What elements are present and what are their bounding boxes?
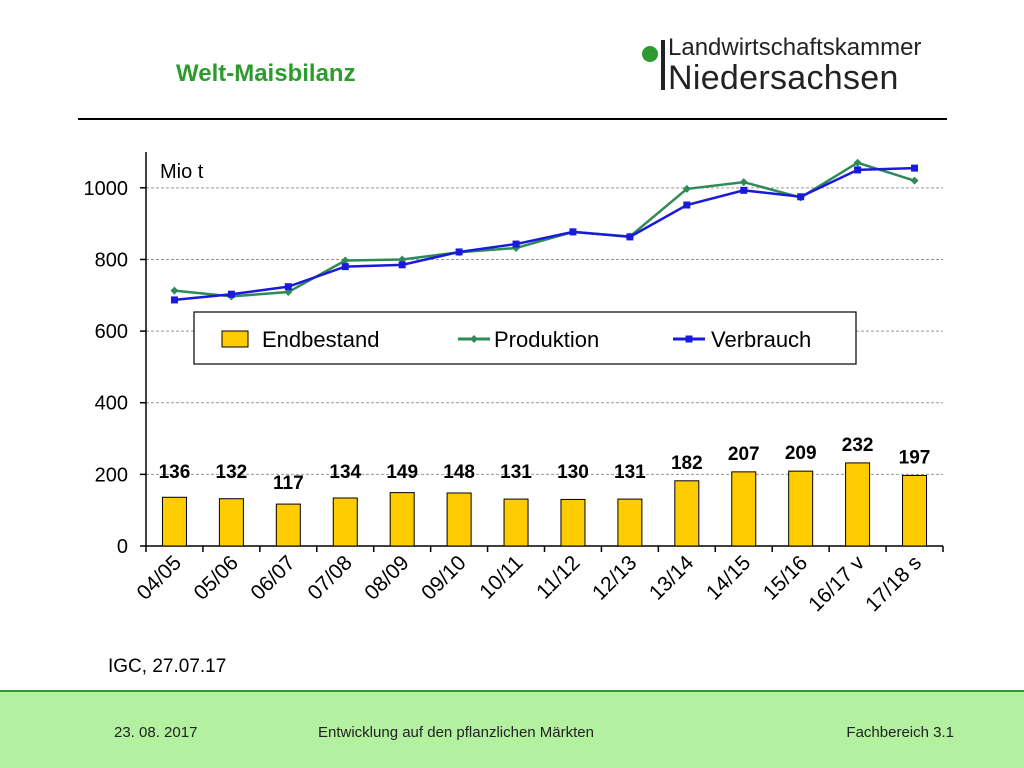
bar: [275, 503, 301, 547]
point-verbrauch: [683, 201, 691, 209]
y-tick-label: 1000: [84, 178, 129, 200]
point-verbrauch: [512, 240, 520, 248]
bar: [218, 498, 244, 547]
point-verbrauch: [626, 233, 634, 241]
legend-label: Verbrauch: [711, 327, 811, 352]
x-tick-label: 16/17 v: [804, 551, 869, 616]
footer-department: Fachbereich 3.1: [846, 724, 954, 741]
bar: [788, 470, 814, 547]
legend-label: Produktion: [494, 327, 599, 352]
legend-box: [193, 311, 857, 365]
footer-date: 23. 08. 2017: [114, 724, 198, 741]
bar-data-label: 136: [159, 462, 191, 483]
point-produktion: [341, 256, 350, 265]
x-tick-label: 13/14: [645, 551, 699, 605]
page-title: Welt-Maisbilanz: [176, 60, 356, 87]
point-verbrauch: [398, 261, 406, 269]
bar: [389, 492, 415, 547]
bar-data-label: 232: [842, 435, 874, 456]
x-tick-label: 04/05: [133, 551, 186, 604]
point-produktion: [170, 286, 179, 295]
x-tick-label: 15/16: [759, 551, 812, 604]
bar-data-label: 132: [216, 462, 248, 483]
x-tick-label: 10/11: [475, 551, 527, 603]
bar: [731, 471, 757, 547]
legend-swatch-endbestand: [221, 330, 249, 348]
x-tick-label: 17/18 s: [861, 551, 926, 616]
source-note: IGC, 27.07.17: [108, 656, 227, 677]
point-verbrauch: [227, 290, 235, 298]
maize-balance-chart: 0 200 400 600 800 1000 Mio t 136 132 117 134 149 148…: [84, 152, 944, 616]
bar-data-label: 182: [671, 453, 703, 474]
logo-line-2: Niedersachsen: [668, 59, 899, 97]
bar-data-label: 131: [500, 462, 532, 483]
x-tick-label: 11/12: [532, 551, 584, 603]
bar: [503, 498, 529, 547]
unit-label: Mio t: [160, 161, 204, 183]
point-produktion: [910, 176, 919, 185]
x-tick-label: 06/07: [246, 551, 299, 604]
point-verbrauch: [854, 166, 862, 174]
bar: [446, 492, 472, 547]
title-divider: [78, 118, 947, 120]
y-tick-label: 400: [95, 393, 128, 415]
bar-data-label: 134: [329, 462, 361, 483]
logo: Landwirtschaftskammer Niedersachsen: [638, 34, 958, 97]
bar: [332, 497, 358, 547]
series-line-produktion: [174, 161, 915, 298]
bar-data-label: 197: [899, 447, 931, 468]
footer-bar: 23. 08. 2017 Entwicklung auf den pflanzl…: [0, 690, 1024, 768]
bar: [902, 474, 928, 547]
bar-data-label: 117: [273, 473, 304, 494]
legend-marker-produktion: [470, 335, 478, 343]
point-verbrauch: [455, 248, 463, 256]
point-verbrauch: [284, 283, 292, 291]
x-tick-label: 08/09: [360, 551, 413, 604]
bar-data-label: 207: [728, 444, 760, 465]
point-verbrauch: [569, 228, 577, 236]
bar-data-label: 131: [614, 462, 646, 483]
bar: [617, 498, 643, 547]
x-tick-label: 05/06: [189, 551, 242, 604]
point-verbrauch: [797, 193, 805, 201]
bar: [161, 496, 187, 547]
point-produktion: [682, 184, 691, 193]
logo-line-1: Landwirtschaftskammer: [668, 34, 922, 61]
point-verbrauch: [911, 164, 919, 172]
y-tick-label: 200: [95, 464, 128, 486]
x-tick-label: 09/10: [417, 551, 470, 604]
point-verbrauch: [740, 186, 748, 194]
point-produktion: [853, 158, 862, 167]
point-produktion: [739, 178, 748, 187]
bar-data-label: 149: [386, 462, 418, 483]
bar: [674, 480, 700, 547]
logo-dot-icon: [642, 46, 658, 62]
footer-topic: Entwicklung auf den pflanzlichen Märkten: [318, 724, 594, 741]
y-tick-label: 0: [117, 536, 128, 558]
legend-marker-verbrauch: [685, 335, 693, 343]
logo-bar-icon: [661, 40, 665, 90]
series-line-verbrauch: [174, 166, 915, 302]
bar-data-label: 209: [785, 443, 817, 464]
bar-data-label: 148: [443, 462, 475, 483]
x-tick-label: 14/15: [702, 551, 755, 604]
point-verbrauch: [170, 296, 178, 304]
bar-data-label: 130: [557, 462, 589, 483]
x-tick-label: 07/08: [303, 551, 356, 604]
point-verbrauch: [341, 263, 349, 271]
bar: [845, 462, 871, 547]
y-tick-label: 600: [95, 321, 128, 343]
x-tick-label: 12/13: [588, 551, 641, 604]
y-tick-label: 800: [95, 249, 128, 271]
bar: [560, 498, 586, 547]
legend-label: Endbestand: [262, 327, 379, 352]
